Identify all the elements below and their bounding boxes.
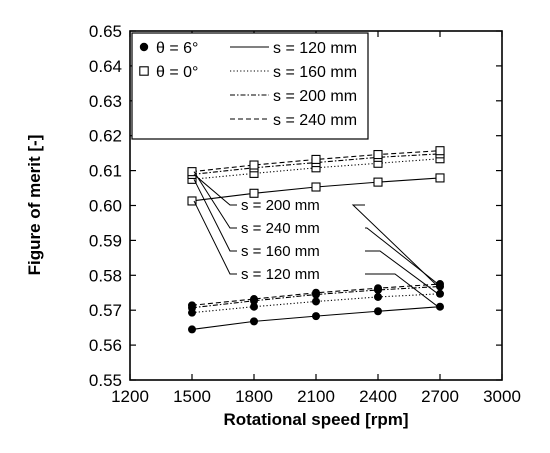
marker-open-square <box>311 182 321 192</box>
y-tick-label: 0.55 <box>89 371 122 390</box>
marker-filled-circle <box>374 284 382 293</box>
legend-label: s = 240 mm <box>273 112 357 129</box>
leader-line <box>193 174 237 206</box>
marker-open-square <box>435 146 445 156</box>
x-tick-label: 1500 <box>173 387 211 406</box>
y-tick-label: 0.63 <box>89 92 122 111</box>
annotation-label: s = 120 mm <box>241 266 320 283</box>
legend-label: θ = 0° <box>156 64 198 81</box>
y-axis-title: Figure of merit [-] <box>25 135 44 276</box>
marker-filled-circle <box>188 301 196 310</box>
series-line <box>191 153 441 175</box>
leader-line <box>365 273 439 308</box>
marker-open-square <box>373 177 383 187</box>
marker-filled-circle <box>139 42 149 52</box>
y-tick-label: 0.58 <box>89 266 122 285</box>
marker-filled-circle <box>250 317 258 326</box>
marker-open-square <box>249 188 259 198</box>
x-tick-label: 2400 <box>359 387 397 406</box>
legend-label: s = 200 mm <box>273 88 357 105</box>
leader-line <box>365 250 439 295</box>
y-tick-label: 0.61 <box>89 162 122 181</box>
x-axis-title: Rotational speed [rpm] <box>223 410 408 429</box>
leader-line <box>351 204 439 287</box>
series-line <box>191 293 441 314</box>
y-tick-label: 0.62 <box>89 127 122 146</box>
marker-open-square <box>139 66 149 76</box>
marker-open-square <box>249 160 259 170</box>
marker-filled-circle <box>374 307 382 316</box>
series-line <box>191 158 441 180</box>
y-tick-label: 0.59 <box>89 231 122 250</box>
leader-line <box>193 179 237 252</box>
y-tick-label: 0.60 <box>89 197 122 216</box>
marker-filled-circle <box>436 302 444 311</box>
annotation-label: s = 200 mm <box>241 197 320 214</box>
plot-series <box>187 146 445 334</box>
leader-line <box>193 171 237 229</box>
legend: θ = 6° θ = 0° s = 120 mm s = 160 mm s = 200 … <box>131 32 369 140</box>
marker-filled-circle <box>250 295 258 304</box>
y-tick-label: 0.64 <box>89 57 122 76</box>
legend-label: s = 120 mm <box>273 40 357 57</box>
legend-label: s = 160 mm <box>273 64 357 81</box>
marker-open-square <box>187 196 197 206</box>
annotations: s = 200 mm s = 240 mm s = 160 mm s = 120 mm <box>193 171 439 308</box>
marker-open-square <box>435 173 445 183</box>
y-axis: 0.55 0.56 0.57 0.58 0.59 0.60 0.61 0.62 0.63 0.64… <box>89 22 502 390</box>
y-tick-label: 0.57 <box>89 301 122 320</box>
marker-filled-circle <box>312 288 320 297</box>
series-line <box>191 285 441 309</box>
marker-open-square <box>373 149 383 160</box>
marker-filled-circle <box>436 289 444 298</box>
x-tick-label: 3000 <box>483 387 521 406</box>
marker-filled-circle <box>188 325 196 334</box>
x-tick-label: 1800 <box>235 387 273 406</box>
marker-open-square <box>311 154 321 164</box>
annotation-label: s = 240 mm <box>241 220 320 237</box>
x-tick-label: 2100 <box>297 387 335 406</box>
marker-filled-circle <box>312 312 320 321</box>
leader-line <box>193 200 237 275</box>
y-tick-label: 0.56 <box>89 336 122 355</box>
marker-filled-circle <box>374 292 382 301</box>
marker-filled-circle <box>312 297 320 306</box>
annotation-label: s = 160 mm <box>241 243 320 260</box>
legend-label: θ = 6° <box>156 40 198 57</box>
x-tick-label: 2700 <box>421 387 459 406</box>
marker-open-square <box>187 167 197 177</box>
y-tick-label: 0.65 <box>89 22 122 41</box>
legend-box <box>131 32 369 140</box>
x-axis: 1200 1500 1800 2100 2400 2700 3000 <box>111 31 521 406</box>
marker-filled-circle <box>250 302 258 311</box>
leader-line <box>365 227 439 285</box>
x-tick-label: 1200 <box>111 387 149 406</box>
